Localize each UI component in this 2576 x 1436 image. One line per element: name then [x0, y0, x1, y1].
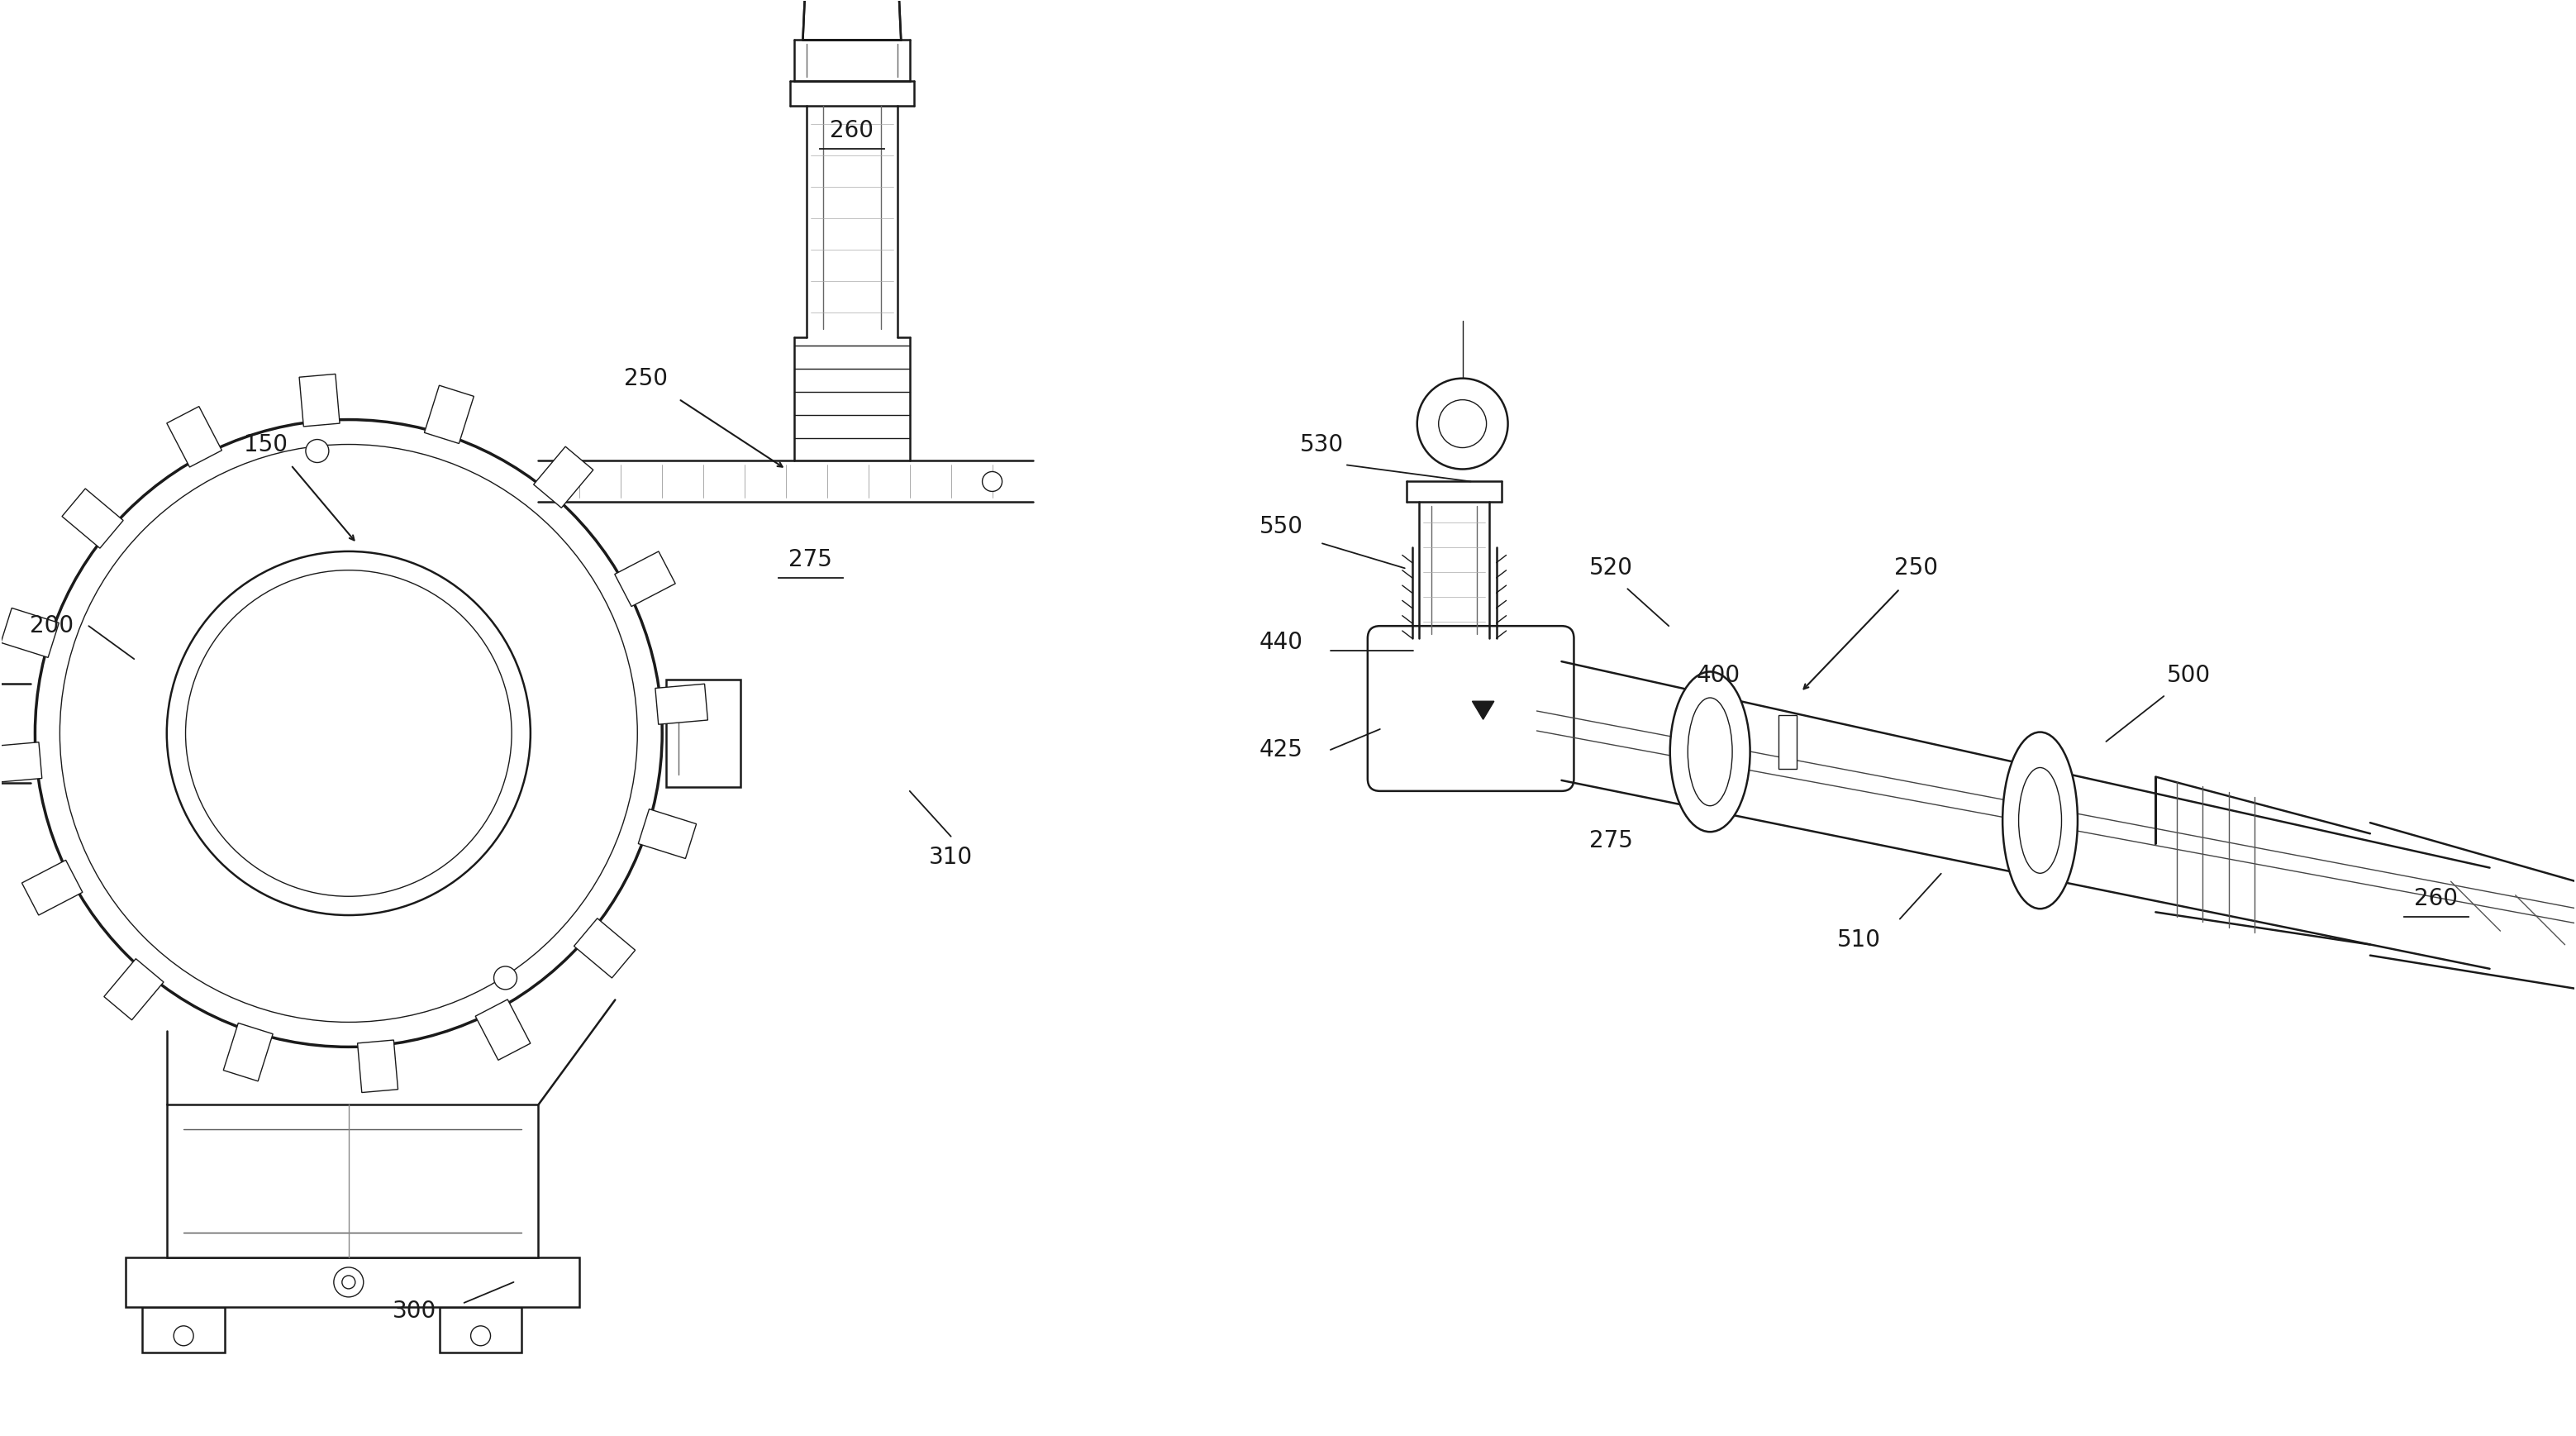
Ellipse shape — [1669, 672, 1749, 831]
Polygon shape — [126, 1258, 580, 1307]
Circle shape — [167, 551, 531, 915]
Polygon shape — [425, 385, 474, 444]
Polygon shape — [616, 551, 675, 606]
Text: 260: 260 — [829, 119, 873, 142]
Text: 275: 275 — [788, 549, 832, 572]
Circle shape — [495, 966, 518, 989]
Circle shape — [471, 1325, 489, 1346]
Text: 310: 310 — [930, 846, 974, 869]
Polygon shape — [299, 373, 340, 426]
Circle shape — [335, 1268, 363, 1297]
Text: 400: 400 — [1698, 663, 1741, 686]
Polygon shape — [358, 1040, 397, 1093]
FancyBboxPatch shape — [1777, 715, 1795, 768]
Text: 440: 440 — [1260, 630, 1303, 653]
Polygon shape — [2370, 823, 2576, 1008]
Polygon shape — [639, 808, 696, 859]
Polygon shape — [21, 860, 82, 915]
Ellipse shape — [2002, 732, 2079, 909]
Polygon shape — [804, 0, 902, 40]
Polygon shape — [574, 918, 636, 978]
Polygon shape — [533, 447, 592, 508]
Text: 500: 500 — [2166, 663, 2210, 686]
Circle shape — [307, 439, 330, 462]
Circle shape — [173, 1325, 193, 1346]
Circle shape — [981, 471, 1002, 491]
Circle shape — [36, 419, 662, 1047]
Text: 300: 300 — [392, 1300, 435, 1323]
Text: 510: 510 — [1837, 928, 1880, 951]
Text: 260: 260 — [2414, 887, 2458, 910]
Polygon shape — [0, 742, 41, 783]
Polygon shape — [167, 1104, 538, 1258]
Text: 200: 200 — [28, 615, 75, 638]
Circle shape — [1437, 399, 1486, 448]
Polygon shape — [1473, 701, 1494, 719]
FancyBboxPatch shape — [1368, 626, 1574, 791]
Text: 530: 530 — [1301, 432, 1345, 457]
Polygon shape — [167, 406, 222, 467]
Polygon shape — [62, 488, 124, 549]
Polygon shape — [440, 1307, 523, 1353]
Text: 520: 520 — [1589, 557, 1633, 580]
Text: 250: 250 — [1893, 557, 1937, 580]
Polygon shape — [224, 1022, 273, 1081]
Text: 150: 150 — [245, 432, 289, 457]
Polygon shape — [667, 679, 739, 787]
Polygon shape — [0, 607, 59, 658]
Text: 425: 425 — [1260, 738, 1303, 761]
Circle shape — [343, 1275, 355, 1288]
Circle shape — [1417, 378, 1507, 470]
Polygon shape — [654, 684, 708, 724]
Text: 275: 275 — [1589, 829, 1633, 852]
Ellipse shape — [2020, 768, 2061, 873]
Text: 550: 550 — [1260, 516, 1303, 538]
Text: 250: 250 — [623, 366, 667, 391]
Polygon shape — [103, 959, 165, 1020]
Ellipse shape — [1687, 698, 1731, 806]
Polygon shape — [142, 1307, 224, 1353]
Polygon shape — [477, 999, 531, 1060]
